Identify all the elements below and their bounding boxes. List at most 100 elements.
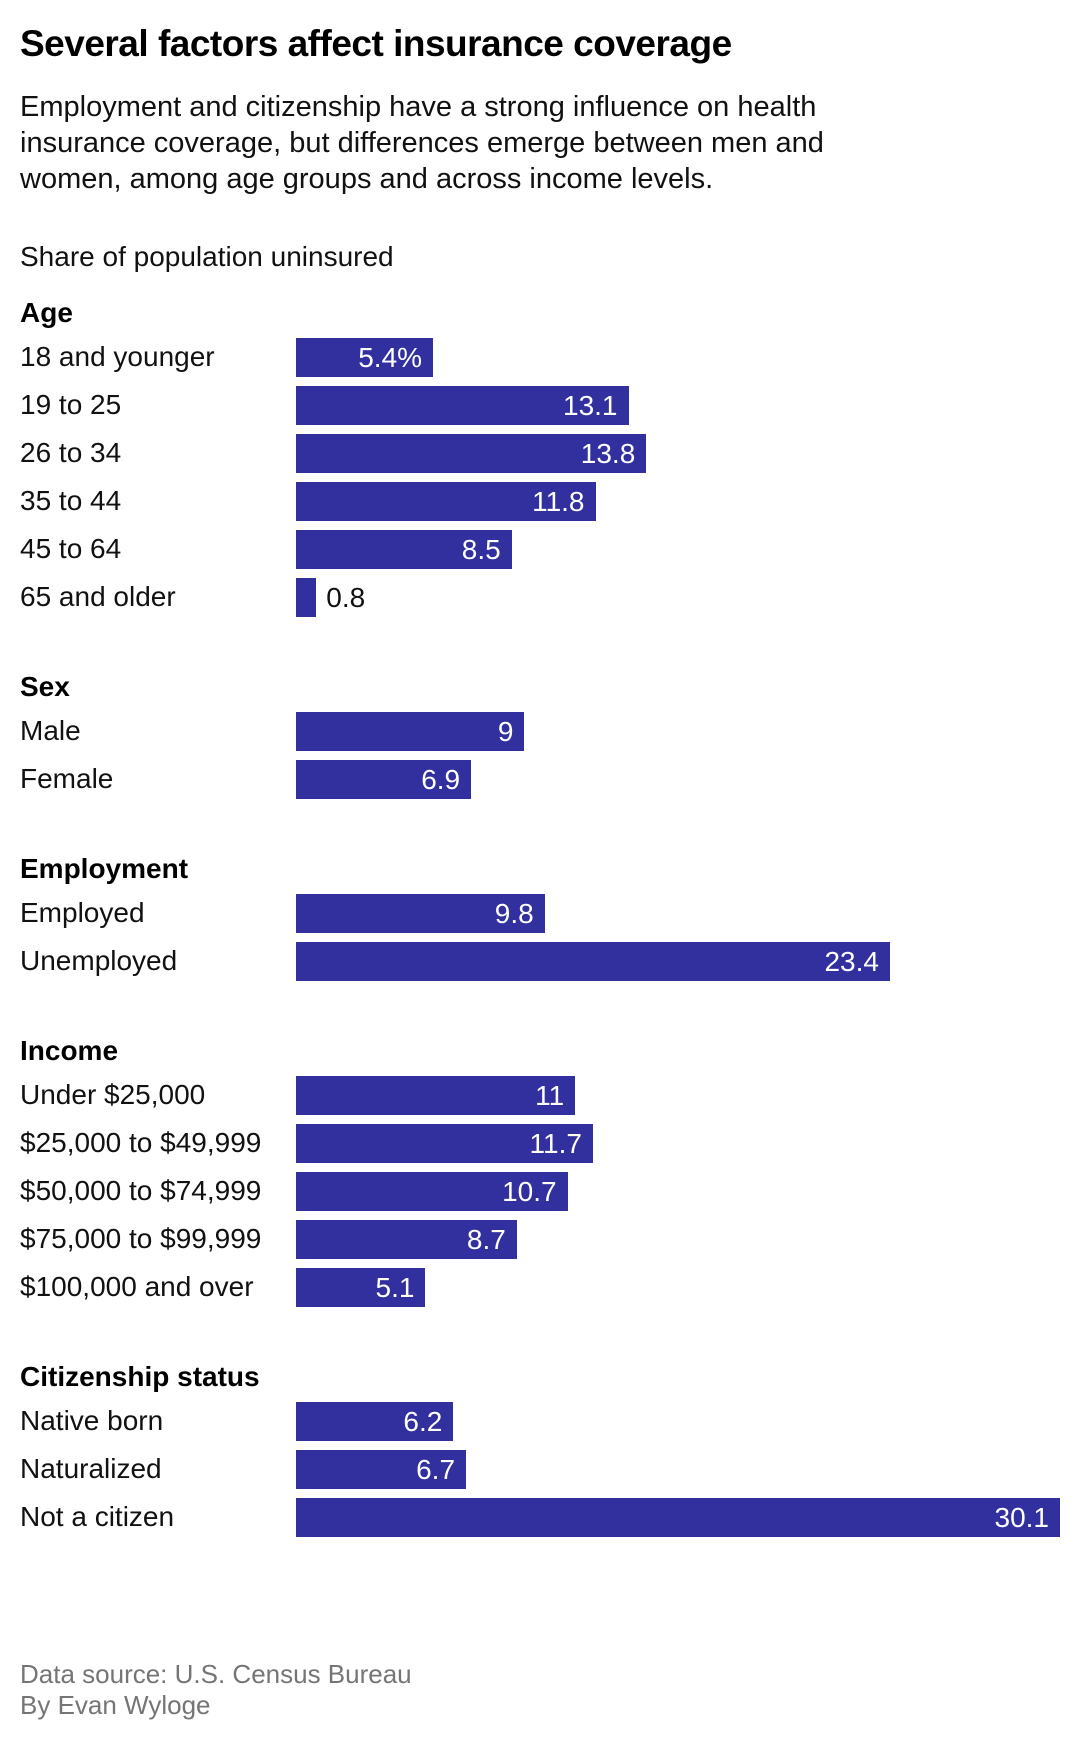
bar-track: 23.4 23.4 [296, 941, 1060, 981]
bar: 8.5 [296, 529, 512, 569]
chart-row: $100,000 and over 5.1 5.1 [20, 1267, 1060, 1307]
bar-track: 0.8 0.8 [296, 577, 1060, 617]
chart-title: Several factors affect insurance coverag… [20, 23, 732, 64]
bar-track: 5.1 5.1 [296, 1267, 1060, 1307]
row-label: Not a citizen [20, 1501, 175, 1533]
section-header: Sex [20, 670, 70, 702]
bar-track: 6.9 6.9 [296, 759, 1060, 799]
bar-track: 9 9 [296, 711, 1060, 751]
chart-section: Employment Employed 9.8 9.8 Unemployed 2… [20, 853, 1060, 981]
section-header: Employment [20, 852, 189, 884]
byline-text: By Evan Wyloge [20, 1689, 211, 1720]
chart-row: 35 to 44 11.8 11.8 [20, 481, 1060, 521]
bar-track: 11 11 [296, 1075, 1060, 1115]
row-label: Native born [20, 1405, 164, 1437]
bar-track: 13.1 13.1 [296, 385, 1060, 425]
bar-value-label: 30.1 [994, 1501, 1050, 1533]
bar-track: 8.5 8.5 [296, 529, 1060, 569]
bar-value-label: 9 [497, 715, 514, 747]
chart-section: Income Under $25,000 11 11 $25,000 to $4… [20, 1035, 1060, 1307]
chart-subtitle: Employment and citizenship have a strong… [20, 90, 824, 195]
bar-track: 8.7 8.7 [296, 1219, 1060, 1259]
chart-row: 45 to 64 8.5 8.5 [20, 529, 1060, 569]
bar: 5.4% [296, 337, 434, 377]
bar-value-label: 11.8 [532, 485, 585, 517]
chart-row: 18 and younger 5.4% 5.4% [20, 337, 1060, 377]
bar: 11 [296, 1075, 576, 1115]
row-label: $50,000 to $74,999 [20, 1175, 262, 1207]
section-rows: Under $25,000 11 11 $25,000 to $49,999 1… [20, 1075, 1060, 1307]
chart-row: Male 9 9 [20, 711, 1060, 751]
bar-track: 6.2 6.2 [296, 1401, 1060, 1441]
bar-track: 9.8 9.8 [296, 893, 1060, 933]
bar: 6.7 [296, 1449, 467, 1489]
bar: 5.1 [296, 1267, 426, 1307]
chart-row: Native born 6.2 6.2 [20, 1401, 1060, 1441]
chart-row: $75,000 to $99,999 8.7 8.7 [20, 1219, 1060, 1259]
section-rows: Male 9 9 Female 6.9 6.9 [20, 711, 1060, 799]
bar: 30.1 [296, 1497, 1060, 1537]
bar: 6.9 [296, 759, 472, 799]
row-label: 65 and older [20, 581, 176, 613]
bar-track: 11.8 11.8 [296, 481, 1060, 521]
chart-section: Citizenship status Native born 6.2 6.2 N… [20, 1361, 1060, 1537]
chart-row: Not a citizen 30.1 30.1 [20, 1497, 1060, 1537]
bar-track: 5.4% 5.4% [296, 337, 1060, 377]
bar-value-label: 8.5 [461, 533, 501, 565]
bar: 0.8 [296, 577, 317, 617]
bar: 11.7 [296, 1123, 593, 1163]
section-header: Income [20, 1034, 119, 1066]
bar: 10.7 [296, 1171, 568, 1211]
chart-row: 65 and older 0.8 0.8 [20, 577, 1060, 617]
bar-value-label: 23.4 [824, 945, 879, 977]
chart-row: Unemployed 23.4 23.4 [20, 941, 1060, 981]
bar-value-label: 11.7 [529, 1127, 582, 1159]
row-label: Female [20, 763, 114, 795]
section-header: Citizenship status [20, 1360, 260, 1392]
chart-row: 19 to 25 13.1 13.1 [20, 385, 1060, 425]
section-header: Age [20, 296, 73, 328]
bar-value-label: 6.2 [403, 1405, 443, 1437]
chart-row: 26 to 34 13.8 13.8 [20, 433, 1060, 473]
bar: 13.8 [296, 433, 647, 473]
row-label: Unemployed [20, 945, 178, 977]
bar-value-label: 10.7 [502, 1175, 557, 1207]
chart-row: Female 6.9 6.9 [20, 759, 1060, 799]
row-label: $25,000 to $49,999 [20, 1127, 262, 1159]
bar-track: 11.7 11.7 [296, 1123, 1060, 1163]
chart-row: Employed 9.8 9.8 [20, 893, 1060, 933]
bar: 9 [296, 711, 525, 751]
row-label: 18 and younger [20, 341, 215, 373]
row-label: $100,000 and over [20, 1271, 254, 1303]
bar-value-label: 6.7 [416, 1453, 456, 1485]
chart-section: Age 18 and younger 5.4% 5.4% 19 to 25 13… [20, 297, 1060, 617]
bar-value-label: 6.9 [421, 763, 461, 795]
bar: 11.8 [296, 481, 596, 521]
bar-value-label: 9.8 [494, 897, 534, 929]
row-label: Male [20, 715, 81, 747]
section-rows: 18 and younger 5.4% 5.4% 19 to 25 13.1 1… [20, 337, 1060, 617]
data-source-text: Data source: U.S. Census Bureau [20, 1658, 412, 1689]
bar-value-label: 13.1 [563, 389, 618, 421]
row-label: 26 to 34 [20, 437, 122, 469]
row-label: 35 to 44 [20, 485, 122, 517]
bar-track: 10.7 10.7 [296, 1171, 1060, 1211]
chart-row: Naturalized 6.7 6.7 [20, 1449, 1060, 1489]
chart-row: $50,000 to $74,999 10.7 10.7 [20, 1171, 1060, 1211]
bar-value-label: 5.1 [375, 1271, 415, 1303]
row-label: Naturalized [20, 1453, 162, 1485]
bar: 9.8 [296, 893, 545, 933]
bar: 8.7 [296, 1219, 517, 1259]
axis-label: Share of population uninsured [20, 240, 394, 272]
row-label: 45 to 64 [20, 533, 122, 565]
bar-value-label: 11 [535, 1079, 565, 1111]
chart-section: Sex Male 9 9 Female 6.9 6.9 [20, 671, 1060, 799]
bar: 23.4 [296, 941, 890, 981]
bar-value-label: 5.4% [358, 341, 423, 373]
bar: 13.1 [296, 385, 629, 425]
row-label: 19 to 25 [20, 389, 122, 421]
bar-value-label: 8.7 [466, 1223, 506, 1255]
chart-row: $25,000 to $49,999 11.7 11.7 [20, 1123, 1060, 1163]
bar-value-label-outside: 0.8 [326, 581, 366, 613]
